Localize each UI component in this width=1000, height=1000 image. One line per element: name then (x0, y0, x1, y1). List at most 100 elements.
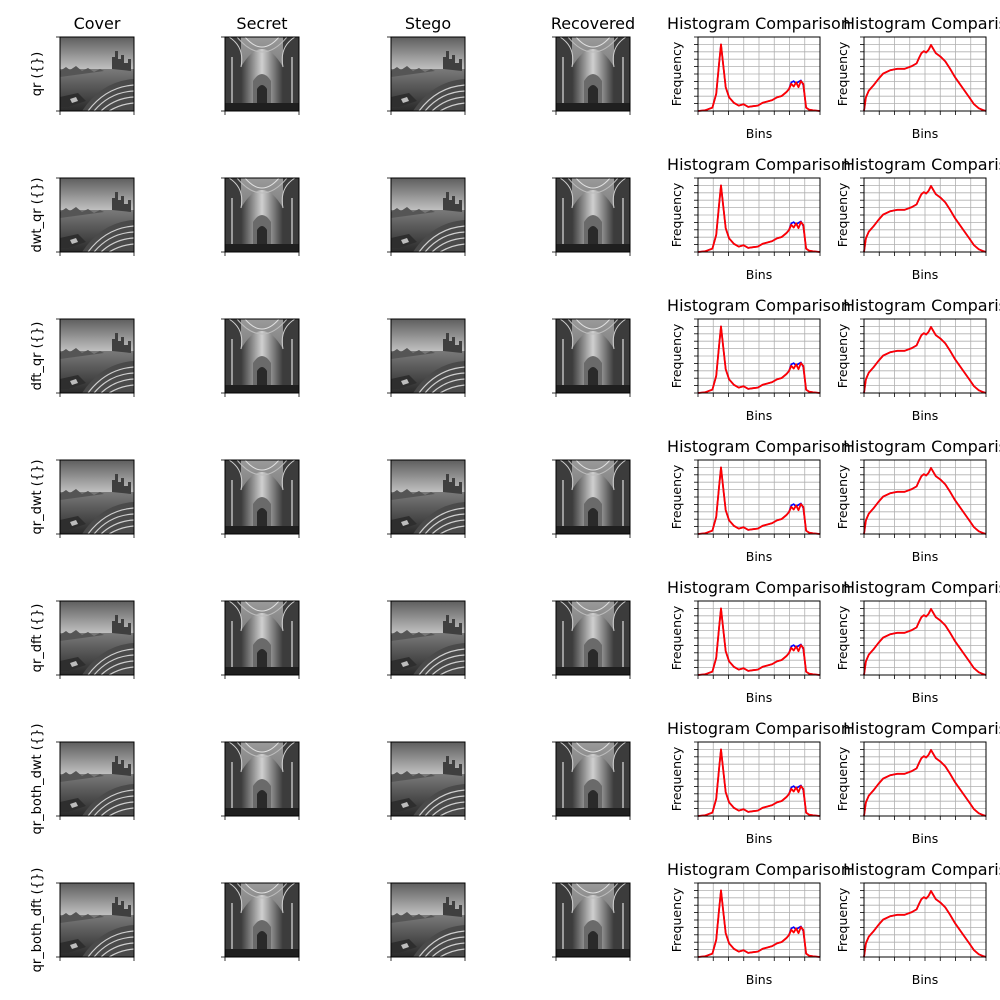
histogram-series-stego (697, 466, 821, 535)
histogram-y-label: Frequency (835, 887, 850, 952)
histogram-x-label: Bins (912, 126, 938, 141)
image-secret-picture (225, 319, 299, 393)
histogram-y-label: Frequency (669, 464, 684, 529)
image-secret (221, 882, 300, 961)
image-frame (224, 882, 300, 958)
image-frame (224, 741, 300, 817)
column-title-stego: Stego (405, 14, 451, 33)
image-secret-picture (225, 460, 299, 534)
image-recovered (552, 741, 631, 820)
histogram-y-label: Frequency (669, 182, 684, 247)
histogram-series-stego (697, 748, 821, 817)
image-secret (221, 177, 300, 256)
image-frame (390, 741, 466, 817)
result-row: qr_dft ({}) Histogram Comparison Bins Frequ… (30, 578, 1000, 705)
row-label: dft_qr ({}) (30, 322, 45, 391)
image-cover-picture (60, 601, 134, 675)
histogram-ticks (860, 177, 987, 256)
image-cover-picture (60, 460, 134, 534)
histogram-series-stego (697, 889, 821, 958)
image-recovered (552, 318, 631, 397)
histogram-title: Histogram Comparis (843, 14, 1000, 33)
image-recovered (552, 600, 631, 679)
image-recovered-picture (556, 460, 630, 534)
image-stego-picture (391, 178, 465, 252)
histogram-cover-vs-stego: Histogram Comparison Bins Frequency (667, 14, 851, 141)
histogram-y-label: Frequency (835, 605, 850, 670)
histogram-y-label: Frequency (835, 323, 850, 388)
image-frame (59, 36, 135, 112)
histogram-secret-vs-recovered: Histogram Comparis Bins Frequency (835, 296, 1000, 423)
histogram-series-stego (863, 467, 987, 535)
histogram-x-label: Bins (746, 549, 772, 564)
histogram-series-stego (697, 43, 821, 112)
histogram-ticks (860, 36, 987, 115)
histogram-secret-vs-recovered: Histogram Comparis Bins Frequency (835, 860, 1000, 987)
image-secret-picture (225, 883, 299, 957)
histogram-ticks (860, 318, 987, 397)
image-frame (555, 459, 631, 535)
image-recovered (552, 36, 631, 115)
image-frame (59, 318, 135, 394)
histogram-ticks (694, 741, 821, 820)
image-cover (56, 318, 135, 397)
histogram-x-label: Bins (746, 267, 772, 282)
image-frame (390, 459, 466, 535)
image-stego-picture (391, 601, 465, 675)
histogram-y-label: Frequency (835, 182, 850, 247)
histogram-title: Histogram Comparison (667, 296, 851, 315)
histogram-x-label: Bins (746, 690, 772, 705)
histogram-grid (864, 178, 986, 252)
histogram-ticks (860, 600, 987, 679)
histogram-y-label: Frequency (835, 746, 850, 811)
image-frame (59, 177, 135, 253)
histogram-series-stego (697, 325, 821, 394)
histogram-ticks (694, 177, 821, 256)
histogram-series-stego (697, 184, 821, 253)
column-title-cover: Cover (74, 14, 121, 33)
histogram-title: Histogram Comparis (843, 437, 1000, 456)
histogram-title: Histogram Comparison (667, 155, 851, 174)
image-stego (387, 741, 466, 820)
histogram-series-stego (863, 44, 987, 112)
histogram-series-stego (697, 607, 821, 676)
histogram-secret-vs-recovered: Histogram Comparis Bins Frequency (835, 14, 1000, 141)
image-stego-picture (391, 742, 465, 816)
image-frame (390, 882, 466, 958)
histogram-cover-vs-stego: Histogram Comparison Bins Frequency (667, 437, 851, 564)
image-stego (387, 882, 466, 961)
image-frame (224, 600, 300, 676)
image-cover-picture (60, 37, 134, 111)
image-secret (221, 459, 300, 538)
row-label: dwt_qr ({}) (30, 178, 45, 253)
histogram-y-label: Frequency (669, 746, 684, 811)
image-cover (56, 177, 135, 256)
image-stego-picture (391, 37, 465, 111)
histogram-y-label: Frequency (669, 605, 684, 670)
result-row: qr_both_dwt ({}) Histogram Comparison Bins… (30, 719, 1000, 846)
image-stego-picture (391, 460, 465, 534)
image-cover-picture (60, 319, 134, 393)
histogram-ticks (694, 459, 821, 538)
histogram-title: Histogram Comparis (843, 578, 1000, 597)
histogram-x-label: Bins (912, 831, 938, 846)
histogram-ticks (694, 36, 821, 115)
result-row: qr_both_dft ({}) Histogram Comparison Bins… (30, 860, 1000, 987)
histogram-ticks (694, 600, 821, 679)
histogram-x-label: Bins (746, 972, 772, 987)
row-label: qr_dft ({}) (30, 604, 45, 673)
histogram-cover-vs-stego: Histogram Comparison Bins Frequency (667, 155, 851, 282)
image-stego (387, 36, 466, 115)
histogram-title: Histogram Comparison (667, 860, 851, 879)
image-frame (555, 318, 631, 394)
histogram-ticks (694, 318, 821, 397)
image-secret-picture (225, 601, 299, 675)
histogram-x-label: Bins (912, 267, 938, 282)
histogram-y-label: Frequency (669, 887, 684, 952)
image-frame (555, 741, 631, 817)
image-cover-picture (60, 742, 134, 816)
histogram-cover-vs-stego: Histogram Comparison Bins Frequency (667, 578, 851, 705)
histogram-secret-vs-recovered: Histogram Comparis Bins Frequency (835, 437, 1000, 564)
histogram-grid (698, 883, 820, 957)
